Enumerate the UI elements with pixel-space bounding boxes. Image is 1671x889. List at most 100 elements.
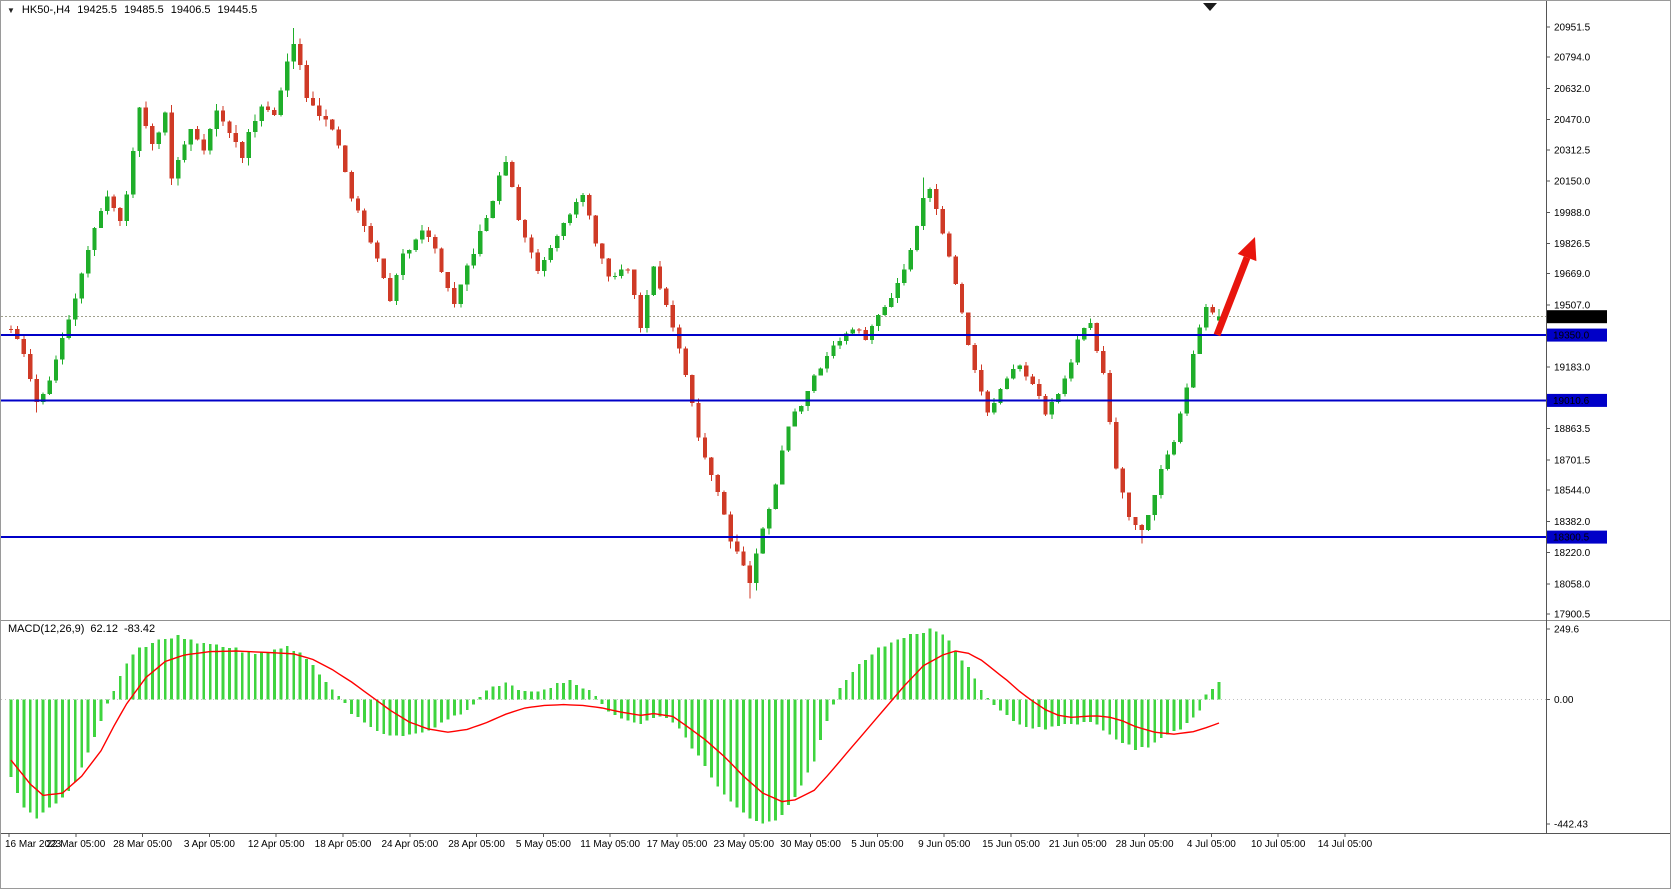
candle — [484, 215, 489, 232]
candle — [1004, 376, 1010, 390]
candle — [246, 129, 251, 166]
candles-series — [8, 28, 1222, 599]
candle — [889, 293, 894, 308]
candle — [972, 342, 978, 373]
candle — [310, 91, 316, 107]
macd-scale-label: -442.43 — [1554, 820, 1588, 831]
chart-shift-marker[interactable] — [1203, 3, 1217, 11]
candle — [439, 247, 444, 273]
candle — [1120, 467, 1125, 499]
candle — [702, 433, 708, 460]
candle — [1191, 350, 1196, 389]
time-label: 28 Apr 05:00 — [448, 839, 505, 850]
candle — [818, 367, 823, 376]
quote-close: 19445.5 — [217, 4, 258, 16]
one-click-trading-toggle-icon[interactable]: ▼ — [7, 5, 15, 15]
candle — [529, 234, 534, 259]
candle — [368, 223, 374, 244]
candle — [1133, 516, 1138, 530]
candle — [1165, 450, 1170, 471]
macd-scale-label: 0.00 — [1554, 695, 1574, 706]
time-label: 9 Jun 05:00 — [918, 839, 971, 850]
candle — [47, 376, 52, 395]
candle — [92, 226, 97, 256]
time-label: 28 Mar 05:00 — [113, 839, 172, 850]
candle — [1088, 318, 1093, 330]
time-label: 4 Jul 05:00 — [1187, 839, 1236, 850]
price-tick-label: 19183.0 — [1554, 363, 1591, 374]
candle — [60, 332, 65, 365]
trend-arrow[interactable] — [1213, 237, 1257, 337]
candle — [163, 111, 168, 136]
candle — [278, 87, 284, 117]
time-label: 18 Apr 05:00 — [315, 839, 372, 850]
candle — [657, 261, 663, 291]
candle — [722, 490, 727, 516]
candle — [73, 293, 78, 326]
price-tick-label: 18863.5 — [1554, 424, 1591, 435]
candle — [728, 511, 733, 549]
svg-text:19010.6: 19010.6 — [1553, 396, 1590, 407]
candle — [355, 196, 361, 213]
price-tick-label: 20150.0 — [1554, 177, 1591, 188]
candle — [1030, 373, 1035, 386]
current-price-label: 19445.5 — [1547, 310, 1607, 324]
macd-title: MACD(12,26,9) — [8, 623, 85, 635]
candle — [535, 248, 541, 275]
candle — [901, 264, 907, 286]
candle — [471, 248, 476, 269]
candle — [156, 131, 161, 149]
candle — [285, 53, 290, 98]
candle — [297, 38, 303, 71]
candle — [1139, 523, 1145, 544]
candle — [452, 282, 457, 308]
candle — [1049, 397, 1055, 420]
candle — [599, 243, 605, 264]
candle — [304, 60, 309, 102]
candle — [966, 312, 971, 346]
candle — [927, 187, 933, 202]
macd-signal-current-value: -83.42 — [123, 623, 156, 635]
candle — [111, 194, 117, 212]
candle — [580, 193, 586, 207]
price-tick-label: 19988.0 — [1554, 208, 1591, 219]
candle — [323, 109, 329, 127]
chart-header: ▼ HK50-,H4 19425.5 19485.5 19406.5 19445… — [7, 4, 257, 16]
candle — [632, 269, 637, 300]
time-label: 23 May 05:00 — [713, 839, 774, 850]
candle — [195, 125, 200, 141]
candle — [619, 264, 624, 279]
candle — [689, 374, 695, 407]
candle — [876, 313, 881, 331]
candle — [625, 267, 631, 274]
candle — [587, 193, 592, 220]
candle — [651, 266, 656, 297]
candle — [400, 248, 406, 280]
symbol-period-label: HK50-,H4 — [21, 4, 71, 16]
price-tick-label: 18382.0 — [1554, 517, 1591, 528]
candle — [252, 114, 258, 138]
quote-open: 19425.5 — [77, 4, 117, 16]
candle — [426, 226, 431, 242]
svg-text:19445.5: 19445.5 — [1553, 312, 1590, 323]
time-label: 24 Apr 05:00 — [381, 839, 438, 850]
candle — [574, 198, 579, 218]
candle — [362, 208, 367, 232]
price-tick-label: 20312.5 — [1554, 145, 1591, 156]
time-label: 28 Jun 05:00 — [1116, 839, 1174, 850]
candle — [1011, 364, 1016, 380]
candle — [130, 147, 136, 199]
candle — [1056, 392, 1061, 404]
candle — [638, 292, 643, 333]
candle — [342, 145, 348, 173]
macd-histogram — [9, 628, 1221, 824]
time-label: 15 Jun 05:00 — [982, 839, 1040, 850]
price-tick-label: 19826.5 — [1554, 239, 1591, 250]
candle — [799, 405, 804, 414]
candle — [79, 272, 84, 304]
candle — [1197, 324, 1202, 355]
candle — [8, 325, 14, 333]
candle — [664, 286, 669, 307]
